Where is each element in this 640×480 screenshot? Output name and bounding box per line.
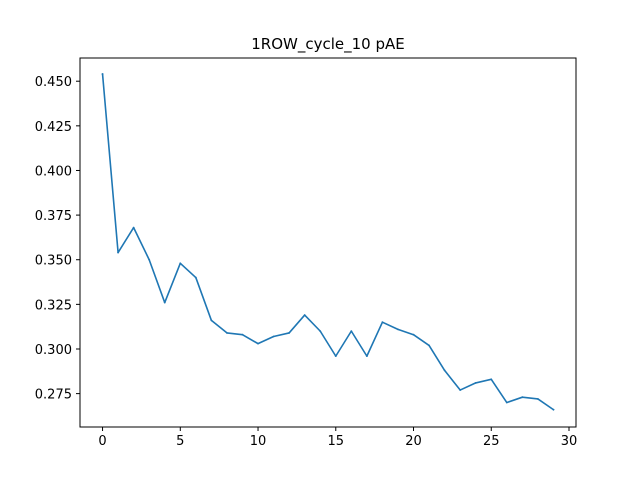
- data-point: [443, 369, 446, 372]
- data-point: [350, 330, 353, 333]
- y-tick-label: 0.350: [35, 254, 72, 269]
- y-tick-label: 0.325: [35, 298, 72, 313]
- data-point: [101, 73, 104, 75]
- data-point: [226, 332, 228, 334]
- data-point: [365, 355, 368, 358]
- x-tick-label: 30: [561, 434, 578, 449]
- data-point: [210, 319, 213, 322]
- series-line: [101, 73, 555, 411]
- x-tick-label: 5: [176, 434, 184, 449]
- data-point: [257, 342, 259, 345]
- x-tick-label: 0: [98, 434, 106, 449]
- data-point: [397, 328, 399, 331]
- chart-title: 1ROW_cycle_10 pAE: [251, 35, 405, 54]
- data-point: [179, 262, 182, 265]
- data-point: [537, 398, 539, 400]
- x-tick-label: 15: [328, 434, 345, 449]
- y-tick-label: 0.375: [35, 209, 72, 224]
- data-point: [412, 333, 415, 336]
- data-point: [148, 258, 151, 261]
- y-tick-label: 0.275: [35, 388, 72, 403]
- data-point: [490, 378, 493, 381]
- y-axis: 0.275 0.300 0.325 0.350 0.375 0.400 0.425 0.450: [35, 75, 80, 403]
- data-point: [163, 301, 166, 304]
- x-tick-label: 25: [483, 434, 500, 449]
- x-tick-label: 20: [405, 434, 422, 449]
- data-point: [505, 401, 508, 404]
- x-axis: 0 5 10 15 20 25 30: [98, 427, 577, 449]
- data-point: [428, 344, 430, 347]
- data-point: [381, 321, 384, 324]
- data-point: [288, 332, 291, 334]
- x-tick-label: 10: [250, 434, 267, 449]
- data-point: [272, 335, 275, 338]
- data-point: [241, 333, 244, 336]
- axes-frame: [79, 57, 577, 428]
- data-point: [521, 396, 524, 399]
- data-point: [552, 408, 555, 411]
- data-point: [132, 226, 135, 229]
- y-tick-label: 0.300: [35, 343, 72, 358]
- data-point: [117, 251, 119, 254]
- y-tick-label: 0.450: [35, 75, 72, 90]
- data-point: [459, 389, 462, 391]
- data-point: [303, 314, 306, 316]
- data-point: [319, 330, 322, 333]
- data-point: [474, 382, 477, 384]
- plot-area: [101, 73, 555, 411]
- data-point: [334, 355, 337, 358]
- y-tick-label: 0.400: [35, 164, 72, 179]
- y-tick-label: 0.425: [35, 120, 72, 135]
- data-point: [194, 276, 197, 279]
